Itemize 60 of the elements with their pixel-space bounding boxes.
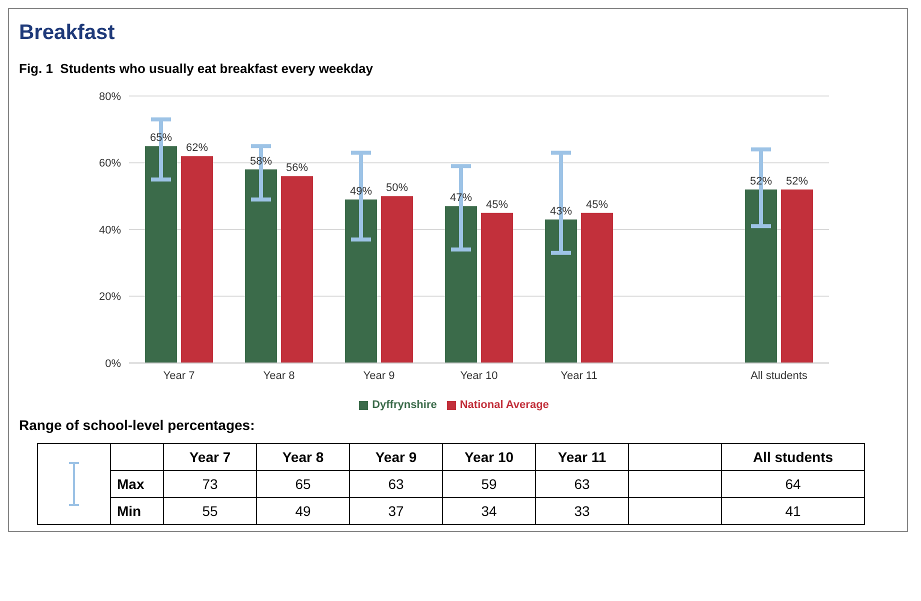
- bar: [381, 196, 413, 363]
- y-tick-label: 0%: [105, 358, 122, 370]
- text: 55: [164, 498, 256, 524]
- bar: [245, 169, 277, 363]
- y-tick-label: 60%: [98, 158, 122, 170]
- data-label: 62%: [186, 142, 208, 154]
- legend-label: National Average: [460, 399, 549, 411]
- y-tick-label: 20%: [98, 291, 122, 304]
- data-label: 52%: [786, 175, 808, 188]
- bar: [281, 176, 313, 363]
- chart-title: Breakfast: [19, 21, 116, 45]
- y-tick-label: 80%: [98, 90, 122, 103]
- text: Max: [110, 470, 164, 498]
- category-label: Year 7: [189, 449, 231, 465]
- bar: [345, 199, 377, 363]
- text: 63: [536, 470, 628, 498]
- data-label: 43%: [550, 205, 572, 218]
- x-tick-label: Year 10: [460, 370, 498, 382]
- bar: [445, 206, 477, 363]
- x-tick-label: Year 11: [560, 370, 598, 382]
- bar: [545, 219, 577, 363]
- category-label: All students: [752, 449, 834, 465]
- y-tick-label: 40%: [98, 224, 122, 236]
- legend-label: Dyffrynshire: [372, 399, 437, 411]
- text: 73: [164, 470, 256, 498]
- data-label: 52%: [750, 175, 772, 188]
- data-label: 45%: [486, 198, 508, 211]
- text: 41: [722, 498, 864, 524]
- x-tick-label: Year 9: [363, 370, 395, 382]
- category-label: Year 10: [464, 449, 514, 465]
- bar: [145, 146, 177, 363]
- x-tick-label: Year 8: [263, 370, 295, 382]
- data-label: 56%: [286, 162, 308, 174]
- category-label: Year 8: [282, 449, 324, 465]
- data-label: 47%: [450, 192, 472, 204]
- text: Range of school-level percentages:: [19, 417, 256, 433]
- bar: [181, 156, 213, 363]
- data-label: 58%: [250, 155, 272, 168]
- data-label: 50%: [386, 182, 408, 194]
- bar: [581, 212, 613, 363]
- data-label: 45%: [586, 198, 608, 211]
- bar: [481, 212, 513, 363]
- category-label: Year 9: [375, 449, 417, 465]
- text: 64: [722, 470, 864, 498]
- text: 49: [256, 498, 350, 524]
- bar: [745, 189, 777, 363]
- text: 37: [350, 498, 442, 524]
- x-tick-label: Year 7: [163, 370, 195, 382]
- text: 63: [350, 470, 442, 498]
- text: 65: [256, 470, 350, 498]
- data-label: 65%: [150, 132, 172, 144]
- text: 33: [536, 498, 628, 524]
- bar: [781, 189, 813, 363]
- text: 34: [442, 498, 536, 524]
- category-label: Year 11: [558, 449, 606, 465]
- chart-subtitle: Fig. 1 Students who usually eat breakfast every weekday: [19, 61, 374, 76]
- text: Min: [110, 498, 164, 524]
- text: 59: [442, 470, 536, 498]
- x-tick-label: All students: [750, 370, 808, 382]
- data-label: 49%: [350, 185, 372, 198]
